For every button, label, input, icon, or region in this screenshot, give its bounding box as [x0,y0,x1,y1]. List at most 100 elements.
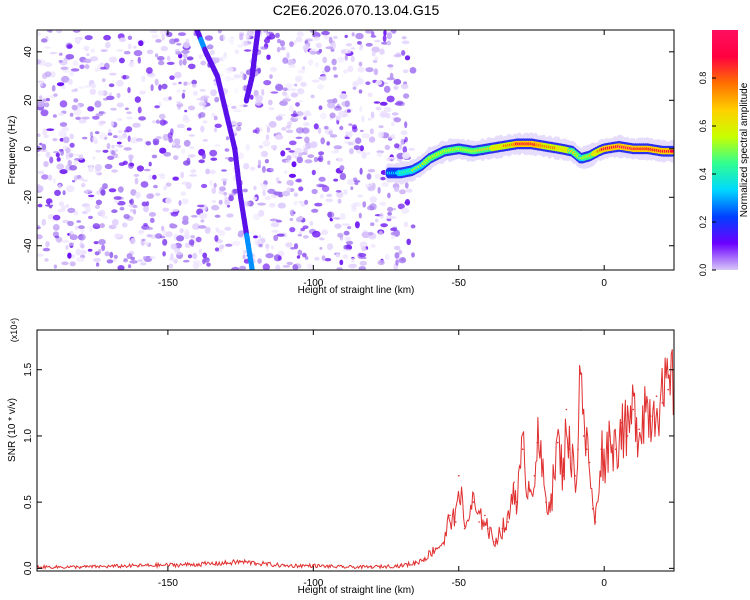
noise-blob [352,86,357,90]
noise-blob [277,180,282,184]
snr-point [516,501,518,503]
noise-blob [326,193,333,198]
x-tick-label: -50 [452,578,467,589]
noise-blob [41,174,49,180]
noise-blob [185,182,192,190]
noise-blob [55,152,60,158]
noise-blob [178,200,182,206]
noise-blob [253,235,258,239]
noise-blob [129,260,138,264]
snr-scale-label: (x10⁴) [9,318,19,342]
noise-blob [137,259,144,262]
noise-blob [334,148,339,154]
noise-blob [109,251,114,259]
noise-blob [192,90,199,96]
spectrogram-frame [36,29,675,271]
noise-blob [359,260,367,266]
snr-point [638,428,640,431]
noise-blob [319,75,327,81]
noise-blob [162,120,168,125]
noise-blob [82,179,88,183]
noise-blob [168,263,174,269]
noise-blob [46,97,50,102]
noise-blob [355,32,364,40]
noise-blob [366,173,372,180]
noise-blob [127,35,133,40]
noise-blob [347,109,351,113]
noise-blob [285,242,293,248]
noise-blob [286,52,290,59]
spectrogram-y-label: Frequency (Hz) [7,116,18,185]
noise-blob [365,42,373,47]
noise-blob [368,117,372,121]
noise-blob [71,153,80,157]
noise-blob [158,113,166,120]
noise-blob [183,53,188,59]
noise-blob [107,155,115,160]
noise-blob [146,227,154,230]
noise-blob [84,35,93,41]
snr-point [577,448,579,451]
noise-blob [377,131,384,139]
noise-blob [89,226,93,233]
noise-blob [317,127,322,134]
noise-blob [266,126,271,133]
noise-blob [285,159,291,163]
noise-blob [342,254,349,260]
noise-blob [191,215,198,218]
noise-blob [156,119,160,124]
noise-blob [209,179,213,187]
noise-blob [106,95,115,101]
noise-blob [100,189,106,196]
noise-blob [176,235,185,242]
noise-blob [192,83,197,88]
noise-blob [387,156,396,160]
snr-point [434,547,437,550]
noise-blob [136,165,144,172]
noise-blob [317,157,322,161]
noise-blob [72,60,79,67]
noise-blob [281,190,291,197]
noise-blob [81,136,88,140]
noise-blob [128,154,134,160]
noise-blob [65,204,70,208]
noise-blob [255,127,260,134]
y-tick-label: 1.0 [23,429,34,443]
noise-blob [100,66,107,70]
noise-blob [48,30,53,33]
noise-blob [369,203,377,211]
noise-blob [380,223,388,228]
noise-blob [257,67,262,74]
noise-blob [377,186,381,194]
noise-blob [94,204,100,209]
noise-blob [318,105,323,110]
noise-blob [337,157,344,163]
noise-blob [154,105,160,109]
noise-blob [166,61,175,65]
noise-blob [198,159,205,164]
noise-blob [282,87,288,91]
noise-blob [282,98,291,102]
noise-blob [300,81,307,87]
colorbar-label: Normalized spectral amplitude [739,82,750,217]
noise-blob [295,36,303,43]
noise-blob [37,234,43,240]
noise-blob [78,154,84,161]
noise-blob [111,169,118,173]
noise-blob [217,229,226,237]
noise-blob [75,116,81,121]
noise-blob [357,41,362,45]
noise-blob [336,190,344,199]
noise-blob [365,67,374,73]
noise-blob [270,91,279,94]
noise-blob [286,261,294,266]
noise-blob [180,171,185,179]
noise-blob [67,159,72,167]
noise-blob [209,169,216,175]
snr-point [609,435,611,437]
noise-blob [137,106,142,114]
noise-blob [132,209,137,215]
noise-blob [393,53,402,58]
noise-blob [176,89,181,93]
noise-blob [95,149,101,153]
